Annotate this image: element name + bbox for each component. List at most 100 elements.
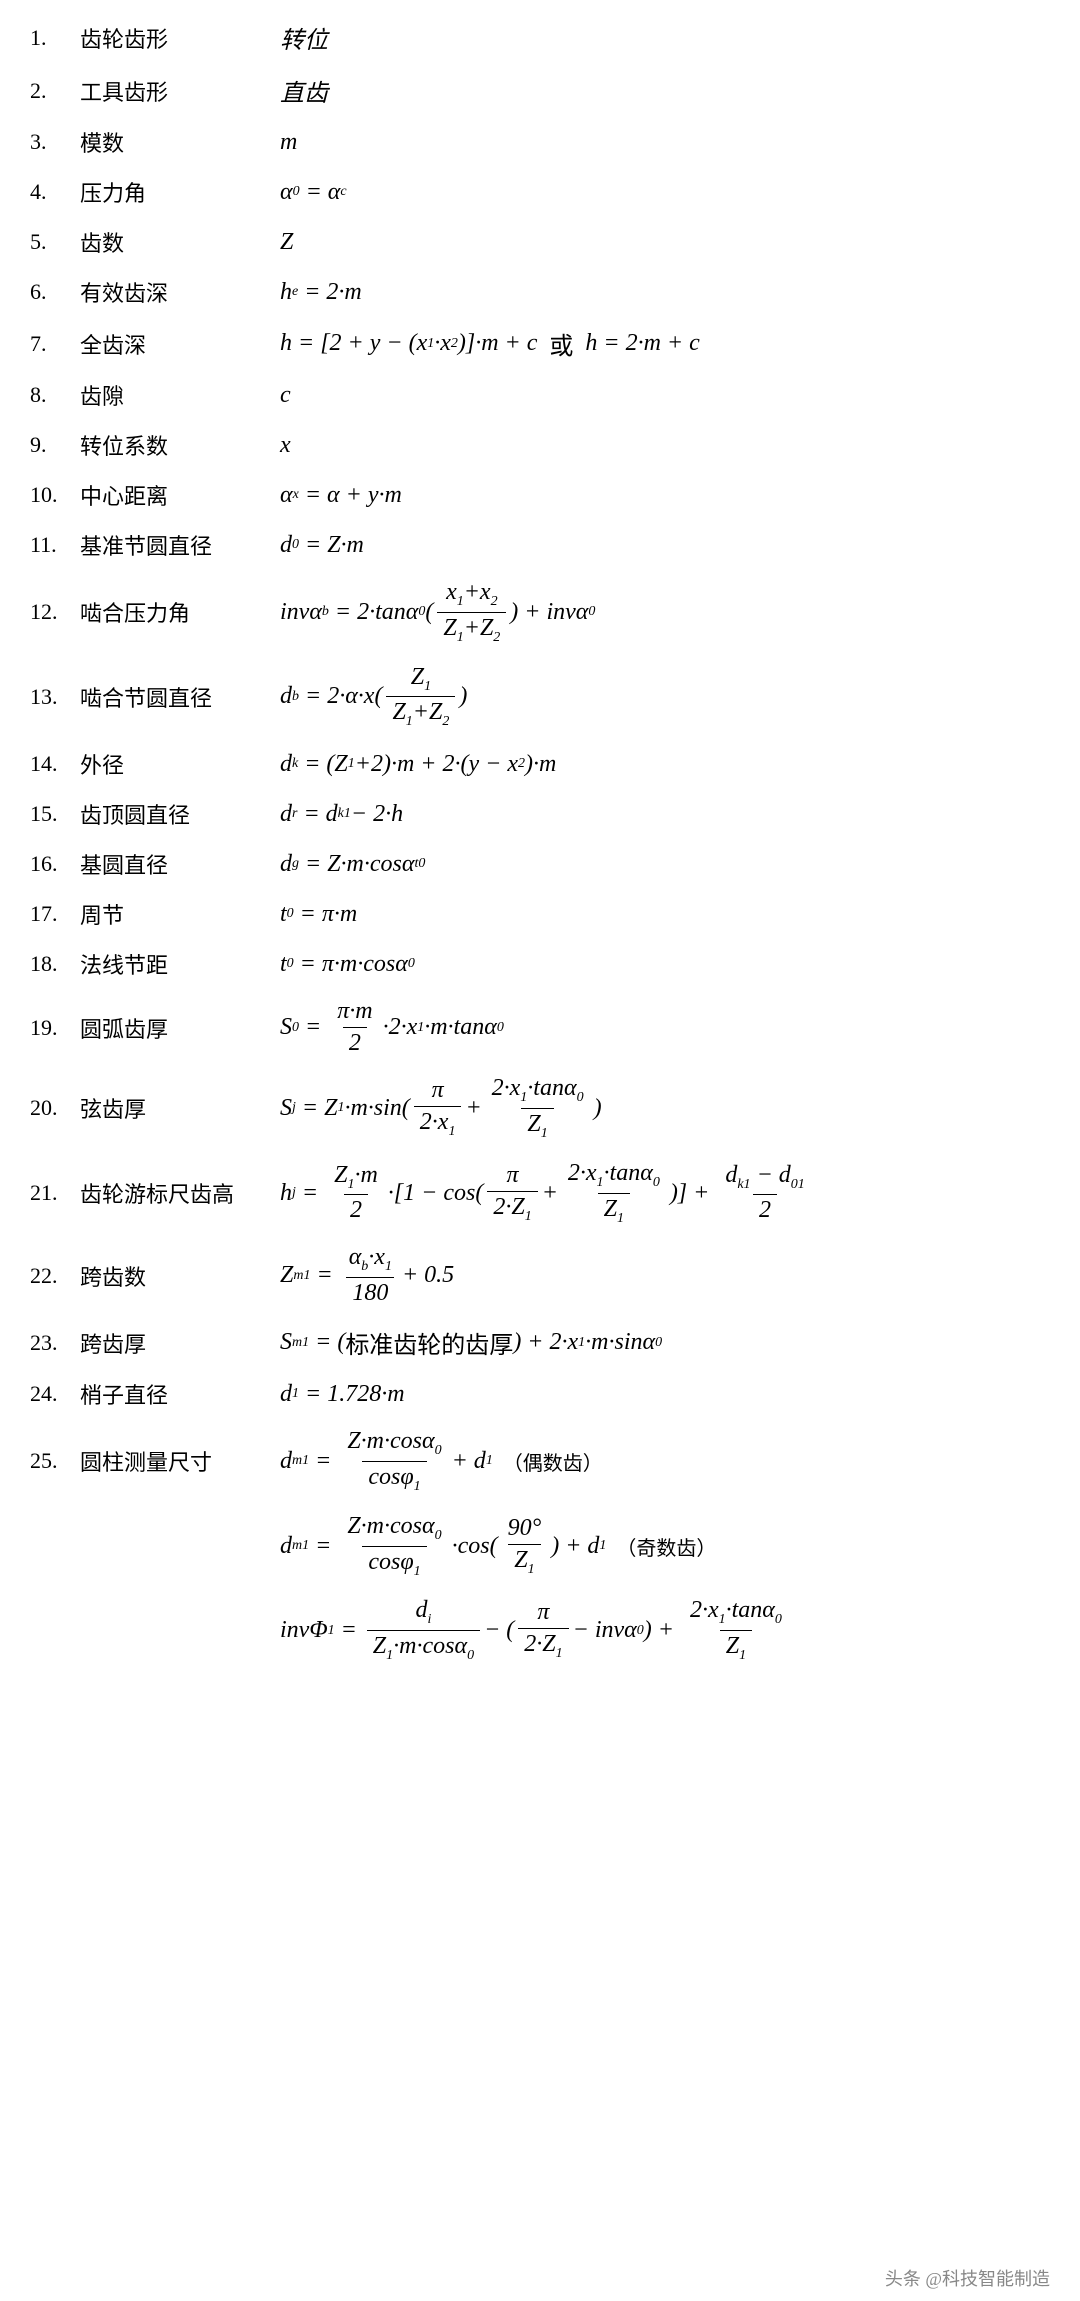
row-formula: α0 = αc — [280, 179, 347, 206]
row-label: 跨齿厚 — [80, 1327, 280, 1359]
row-formula: he = 2·m — [280, 279, 362, 306]
row-formula: 直齿 — [280, 73, 328, 108]
row-number: 19. — [30, 1015, 80, 1041]
formula-row-2: 2. 工具齿形 直齿 — [30, 73, 1050, 108]
row-formula: invαb = 2·tanα0(x1+x2Z1+Z2) + invα0 — [280, 579, 595, 646]
row-number: 22. — [30, 1263, 80, 1289]
formula-row-8: 8. 齿隙 c — [30, 379, 1050, 411]
row-formula: t0 = π·m·cosα0 — [280, 951, 415, 978]
row-number: 14. — [30, 751, 80, 777]
formula-row-1: 1. 齿轮齿形 转位 — [30, 20, 1050, 55]
row-number: 5. — [30, 229, 80, 255]
formula-row-15: 15. 齿顶圆直径 dr = dk1 − 2·h — [30, 798, 1050, 830]
row-number: 16. — [30, 851, 80, 877]
row-label: 梢子直径 — [80, 1378, 280, 1410]
row-number: 15. — [30, 801, 80, 827]
row-number: 2. — [30, 78, 80, 104]
row-label: 法线节距 — [80, 948, 280, 980]
formula-row-12: 12. 啮合压力角 invαb = 2·tanα0(x1+x2Z1+Z2) + … — [30, 579, 1050, 646]
formula-row-25-odd: dm1 = Z·m·cosα0cosφ1·cos(90°Z1) + d1（奇数齿… — [280, 1513, 1050, 1580]
formula-row-3: 3. 模数 m — [30, 126, 1050, 158]
row-number: 12. — [30, 599, 80, 625]
row-formula: dg = Z·m·cosαt0 — [280, 851, 425, 878]
row-formula: dm1 = Z·m·cosα0cosφ1+ d1（偶数齿） — [280, 1428, 603, 1495]
row-label: 外径 — [80, 748, 280, 780]
row-number: 8. — [30, 382, 80, 408]
row-label: 模数 — [80, 126, 280, 158]
formula-row-9: 9. 转位系数 x — [30, 429, 1050, 461]
row-label: 弦齿厚 — [80, 1092, 280, 1124]
formula-row-22: 22. 跨齿数 Zm1 = αb·x1180+ 0.5 — [30, 1244, 1050, 1307]
row-label: 工具齿形 — [80, 75, 280, 107]
formula-row-25: 25. 圆柱测量尺寸 dm1 = Z·m·cosα0cosφ1+ d1（偶数齿） — [30, 1428, 1050, 1495]
row-label: 齿轮齿形 — [80, 22, 280, 54]
row-formula: αx = α + y·m — [280, 482, 402, 509]
row-label: 基准节圆直径 — [80, 529, 280, 561]
row-label: 齿隙 — [80, 379, 280, 411]
row-formula: db = 2·α·x(Z1Z1+Z2) — [280, 664, 467, 731]
row-label: 压力角 — [80, 176, 280, 208]
row-formula: m — [280, 129, 297, 156]
formula-row-11: 11. 基准节圆直径 d0 = Z·m — [30, 529, 1050, 561]
formula-row-6: 6. 有效齿深 he = 2·m — [30, 276, 1050, 308]
row-number: 18. — [30, 951, 80, 977]
row-number: 23. — [30, 1330, 80, 1356]
row-number: 20. — [30, 1095, 80, 1121]
row-number: 7. — [30, 331, 80, 357]
formula-row-5: 5. 齿数 Z — [30, 226, 1050, 258]
row-label: 圆柱测量尺寸 — [80, 1445, 280, 1477]
formula-row-7: 7. 全齿深 h = [2 + y − (x1·x2)]·m + c 或 h =… — [30, 326, 1050, 361]
formula-row-25-inv: invΦ1 = diZ1·m·cosα0− (π2·Z1− invα0) + 2… — [280, 1597, 1050, 1664]
row-number: 6. — [30, 279, 80, 305]
formula-row-24: 24. 梢子直径 d1 = 1.728·m — [30, 1378, 1050, 1410]
row-formula: c — [280, 382, 291, 409]
row-number: 17. — [30, 901, 80, 927]
formula-row-23: 23. 跨齿厚 Sm1 = (标准齿轮的齿厚) + 2·x1·m·sinα0 — [30, 1325, 1050, 1360]
row-formula: Sm1 = (标准齿轮的齿厚) + 2·x1·m·sinα0 — [280, 1325, 662, 1360]
row-number: 24. — [30, 1381, 80, 1407]
row-label: 基圆直径 — [80, 848, 280, 880]
row-label: 跨齿数 — [80, 1260, 280, 1292]
row-label: 齿数 — [80, 226, 280, 258]
row-label: 啮合节圆直径 — [80, 681, 280, 713]
formula-row-16: 16. 基圆直径 dg = Z·m·cosαt0 — [30, 848, 1050, 880]
row-formula: hj = Z1·m2·[1 − cos(π2·Z1+2·x1·tanα0Z1)]… — [280, 1160, 815, 1227]
row-number: 4. — [30, 179, 80, 205]
row-number: 21. — [30, 1180, 80, 1206]
row-label: 中心距离 — [80, 479, 280, 511]
row-formula: t0 = π·m — [280, 901, 357, 928]
row-number: 11. — [30, 532, 80, 558]
row-number: 13. — [30, 684, 80, 710]
row-formula: dr = dk1 − 2·h — [280, 801, 403, 828]
row-formula: x — [280, 432, 291, 459]
row-label: 圆弧齿厚 — [80, 1012, 280, 1044]
row-formula: S0 = π·m2·2·x1·m·tanα0 — [280, 998, 504, 1057]
formula-row-21: 21. 齿轮游标尺齿高 hj = Z1·m2·[1 − cos(π2·Z1+2·… — [30, 1160, 1050, 1227]
row-number: 3. — [30, 129, 80, 155]
formula-row-20: 20. 弦齿厚 Sj = Z1·m·sin(π2·x1+2·x1·tanα0Z1… — [30, 1075, 1050, 1142]
watermark-text: 头条 @科技智能制造 — [885, 2265, 1050, 2291]
row-formula: h = [2 + y − (x1·x2)]·m + c 或 h = 2·m + … — [280, 326, 700, 361]
formula-row-17: 17. 周节 t0 = π·m — [30, 898, 1050, 930]
row-number: 25. — [30, 1448, 80, 1474]
row-formula: Z — [280, 229, 293, 256]
row-formula: d1 = 1.728·m — [280, 1381, 405, 1408]
formula-row-4: 4. 压力角 α0 = αc — [30, 176, 1050, 208]
row-formula: Zm1 = αb·x1180+ 0.5 — [280, 1244, 454, 1307]
formula-row-18: 18. 法线节距 t0 = π·m·cosα0 — [30, 948, 1050, 980]
formula-row-19: 19. 圆弧齿厚 S0 = π·m2·2·x1·m·tanα0 — [30, 998, 1050, 1057]
row-label: 周节 — [80, 898, 280, 930]
row-formula: d0 = Z·m — [280, 532, 364, 559]
row-formula: dk = (Z1+2)·m + 2·(y − x2)·m — [280, 751, 556, 778]
row-label: 有效齿深 — [80, 276, 280, 308]
formula-row-10: 10. 中心距离 αx = α + y·m — [30, 479, 1050, 511]
row-label: 全齿深 — [80, 328, 280, 360]
formula-row-13: 13. 啮合节圆直径 db = 2·α·x(Z1Z1+Z2) — [30, 664, 1050, 731]
row-number: 10. — [30, 482, 80, 508]
row-label: 齿轮游标尺齿高 — [80, 1177, 280, 1209]
row-label: 齿顶圆直径 — [80, 798, 280, 830]
formula-row-14: 14. 外径 dk = (Z1+2)·m + 2·(y − x2)·m — [30, 748, 1050, 780]
row-formula: Sj = Z1·m·sin(π2·x1+2·x1·tanα0Z1) — [280, 1075, 602, 1142]
row-label: 啮合压力角 — [80, 596, 280, 628]
row-number: 9. — [30, 432, 80, 458]
